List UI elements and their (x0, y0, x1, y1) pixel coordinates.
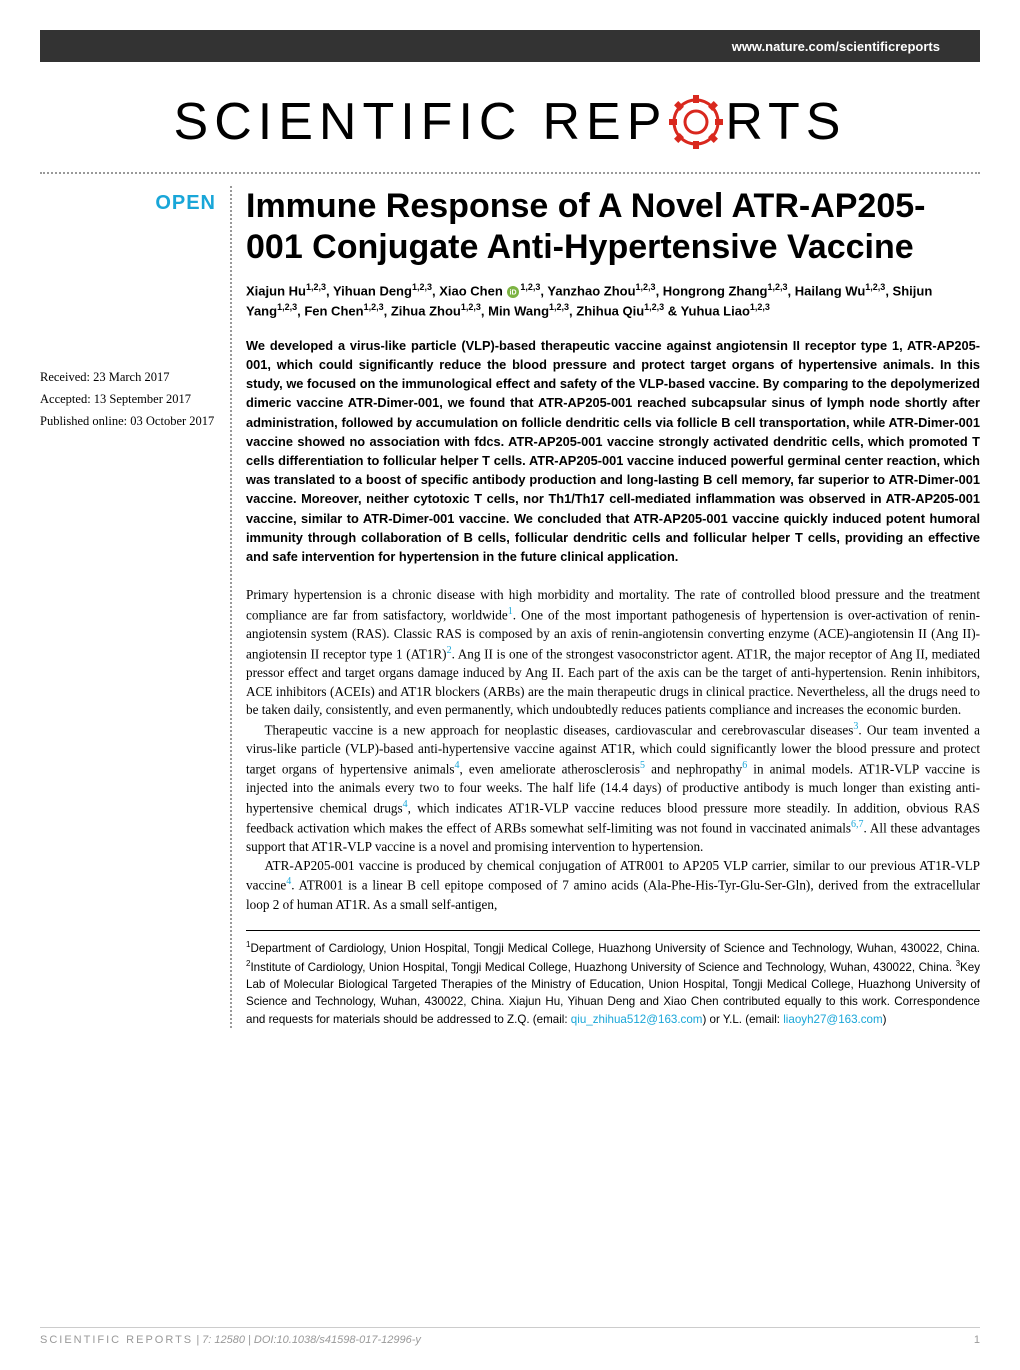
footer-cite-text: | 7: 12580 | DOI:10.1038/s41598-017-1299… (193, 1334, 421, 1346)
published-date: Published online: 03 October 2017 (40, 411, 216, 431)
journal-header-band: www.nature.com/scientificreports (40, 30, 980, 62)
gear-icon (669, 95, 723, 149)
article-meta: Received: 23 March 2017 Accepted: 13 Sep… (40, 367, 216, 431)
orcid-icon: iD (507, 286, 519, 298)
paragraph-2: Therapeutic vaccine is a new approach fo… (246, 720, 980, 857)
footer-citation: SCIENTIFIC REPORTS | 7: 12580 | DOI:10.1… (40, 1334, 421, 1346)
logo-text-left: SCIENTIFIC (174, 92, 523, 152)
ref-6[interactable]: 6 (742, 760, 747, 771)
journal-logo: SCIENTIFIC REP RTS (40, 92, 980, 152)
ref-4[interactable]: 4 (455, 760, 460, 771)
accepted-date: Accepted: 13 September 2017 (40, 389, 216, 409)
ref-4b[interactable]: 4 (403, 799, 408, 810)
article-title: Immune Response of A Novel ATR-AP205-001… (246, 186, 980, 269)
ref-67[interactable]: 6,7 (851, 819, 864, 830)
affiliations: 1Department of Cardiology, Union Hospita… (246, 930, 980, 1028)
authors-line: Xiajun Hu1,2,3, Yihuan Deng1,2,3, Xiao C… (246, 281, 980, 322)
paragraph-3: ATR-AP205-001 vaccine is produced by che… (246, 857, 980, 915)
divider (40, 172, 980, 174)
footer-journal: SCIENTIFIC REPORTS (40, 1334, 193, 1346)
ref-3[interactable]: 3 (853, 721, 858, 732)
ref-2[interactable]: 2 (447, 645, 452, 656)
abstract: We developed a virus-like particle (VLP)… (246, 336, 980, 566)
ref-5[interactable]: 5 (640, 760, 645, 771)
article-content: OPEN Received: 23 March 2017 Accepted: 1… (40, 186, 980, 1028)
svg-text:iD: iD (510, 289, 517, 296)
left-column: OPEN Received: 23 March 2017 Accepted: 1… (40, 186, 230, 1028)
open-access-badge: OPEN (40, 192, 216, 215)
ref-4c[interactable]: 4 (286, 876, 291, 887)
received-date: Received: 23 March 2017 (40, 367, 216, 387)
page-number: 1 (974, 1334, 980, 1346)
logo-text-rts: RTS (725, 92, 846, 152)
email-yl[interactable]: liaoyh27@163.com (783, 1013, 882, 1026)
ref-1[interactable]: 1 (508, 606, 513, 617)
paragraph-1: Primary hypertension is a chronic diseas… (246, 586, 980, 720)
page-footer: SCIENTIFIC REPORTS | 7: 12580 | DOI:10.1… (40, 1327, 980, 1346)
email-zq[interactable]: qiu_zhihua512@163.com (571, 1013, 703, 1026)
body-text: Primary hypertension is a chronic diseas… (246, 586, 980, 914)
right-column: Immune Response of A Novel ATR-AP205-001… (230, 186, 980, 1028)
logo-text-rep: REP (542, 92, 667, 152)
site-url-link[interactable]: www.nature.com/scientificreports (732, 39, 940, 54)
